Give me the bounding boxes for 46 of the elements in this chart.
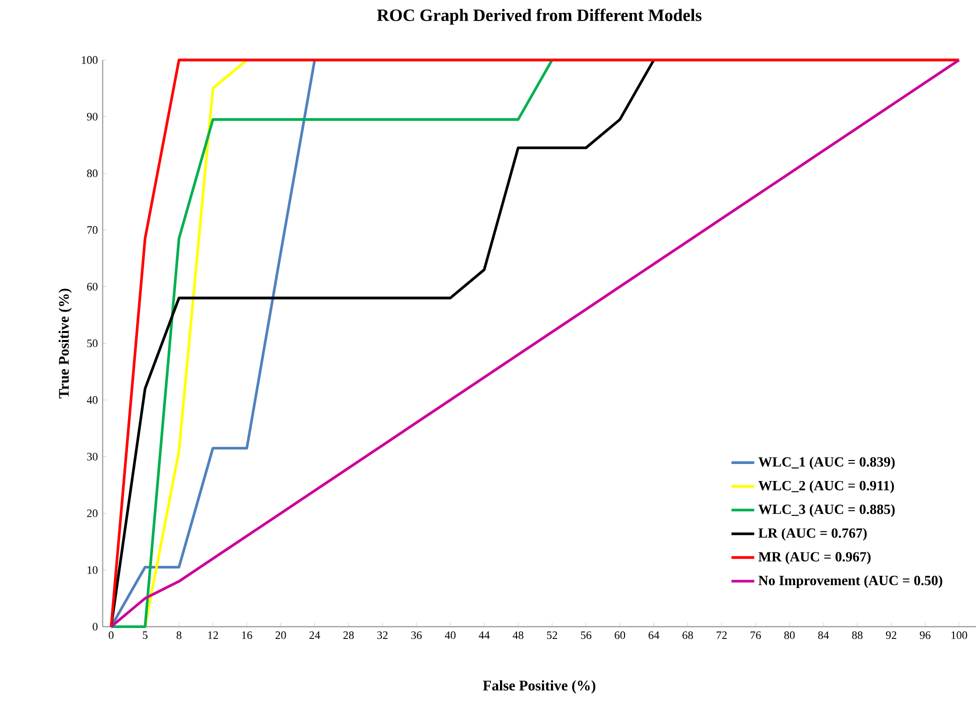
y-tick-label: 50 [87,340,98,348]
x-tick-label: 80 [784,632,795,640]
chart-title: ROC Graph Derived from Different Models [377,8,702,25]
x-tick-label: 60 [614,632,626,640]
y-tick-label: 80 [87,170,98,178]
x-tick-label: 28 [343,632,354,640]
legend-label: No Improvement (AUC = 0.50) [758,576,942,588]
x-tick-label: 72 [716,632,727,640]
y-tick-label: 20 [87,510,98,518]
x-axis-title: False Positive (%) [482,680,596,694]
x-tick-label: 16 [242,632,252,640]
x-tick-label: 88 [852,632,863,640]
x-tick-label: 68 [682,632,693,640]
x-tick-label: 5 [142,632,148,640]
x-tick-label: 24 [309,632,320,640]
x-tick-label: 76 [750,632,761,640]
x-tick-label: 20 [276,632,286,640]
y-tick-label: 90 [86,113,98,121]
y-tick-label: 10 [88,566,98,574]
x-tick-label: 32 [377,632,388,640]
x-tick-label: 52 [547,632,558,640]
y-tick-label: 30 [87,453,98,461]
x-tick-label: 48 [512,632,524,640]
x-tick-label: 64 [648,632,660,640]
x-tick-label: 0 [108,632,114,640]
legend-label: WLC_3 (AUC = 0.885) [758,504,895,518]
y-tick-label: 40 [86,396,98,404]
legend-label: LR (AUC = 0.767) [758,528,867,541]
legend-label: WLC_2 (AUC = 0.911) [758,480,894,494]
legend-label: WLC_1 (AUC = 0.839) [758,456,895,470]
y-tick-label: 0 [92,623,98,631]
x-tick-label: 84 [818,632,829,640]
x-tick-label: 12 [208,632,218,640]
y-tick-label: 70 [87,226,98,234]
x-tick-label: 8 [176,632,182,640]
x-tick-label: 40 [444,632,456,640]
x-tick-label: 100 [952,632,968,640]
x-tick-label: 36 [411,632,422,640]
y-tick-label: 60 [87,283,98,291]
x-tick-label: 44 [478,632,490,639]
x-tick-label: 92 [886,632,896,640]
x-tick-label: 96 [920,632,930,640]
x-tick-label: 56 [580,632,592,640]
y-axis-title: True Positive (%) [58,288,72,399]
legend-label: MR (AUC = 0.967) [758,552,871,564]
y-tick-label: 100 [82,56,98,64]
